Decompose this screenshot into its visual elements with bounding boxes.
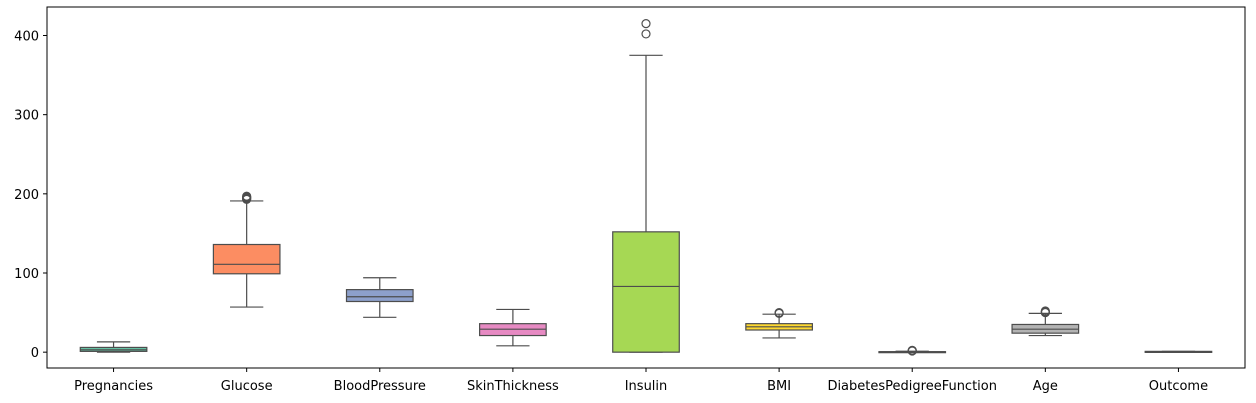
box-iqr bbox=[212, 243, 281, 275]
outlier-point bbox=[641, 19, 651, 29]
plot-frame bbox=[46, 6, 1246, 369]
outlier-point bbox=[641, 29, 651, 39]
box-glucose bbox=[212, 191, 281, 308]
outlier-point bbox=[1040, 306, 1050, 316]
box-iqr bbox=[612, 231, 680, 353]
box-bloodpressure bbox=[345, 277, 414, 318]
x-tick-label: DiabetesPedigreeFunction bbox=[827, 379, 997, 394]
x-tick-label: BMI bbox=[767, 379, 791, 394]
y-tick-label: 0 bbox=[31, 346, 39, 361]
axes-layer: Pregnancies Glucose BloodPressure SkinThick… bbox=[14, 30, 1208, 395]
x-tick-label: Age bbox=[1033, 379, 1058, 394]
box-skinthickness bbox=[479, 308, 547, 347]
box-diabetespedigreefunction bbox=[878, 345, 947, 356]
y-tick-label: 400 bbox=[14, 30, 39, 45]
box-insulin bbox=[612, 19, 680, 353]
box-pregnancies bbox=[79, 341, 148, 353]
x-tick-label: BloodPressure bbox=[334, 379, 426, 394]
x-tick-label: Glucose bbox=[221, 379, 273, 394]
x-tick-label: Outcome bbox=[1149, 379, 1208, 394]
box-iqr bbox=[345, 289, 414, 303]
y-tick-label: 200 bbox=[14, 188, 39, 203]
y-tick-label: 100 bbox=[14, 267, 39, 282]
y-tick-label: 300 bbox=[14, 109, 39, 124]
x-tick-label: SkinThickness bbox=[467, 379, 559, 394]
x-tick-label: Pregnancies bbox=[74, 379, 153, 394]
box-bmi bbox=[745, 307, 813, 339]
box-outcome bbox=[1144, 350, 1213, 353]
outlier-point bbox=[774, 307, 784, 318]
outlier-point bbox=[242, 191, 252, 201]
box-age bbox=[1011, 306, 1080, 337]
boxes-layer bbox=[79, 19, 1213, 356]
outlier-point bbox=[907, 345, 917, 355]
x-tick-label: Insulin bbox=[625, 379, 668, 394]
